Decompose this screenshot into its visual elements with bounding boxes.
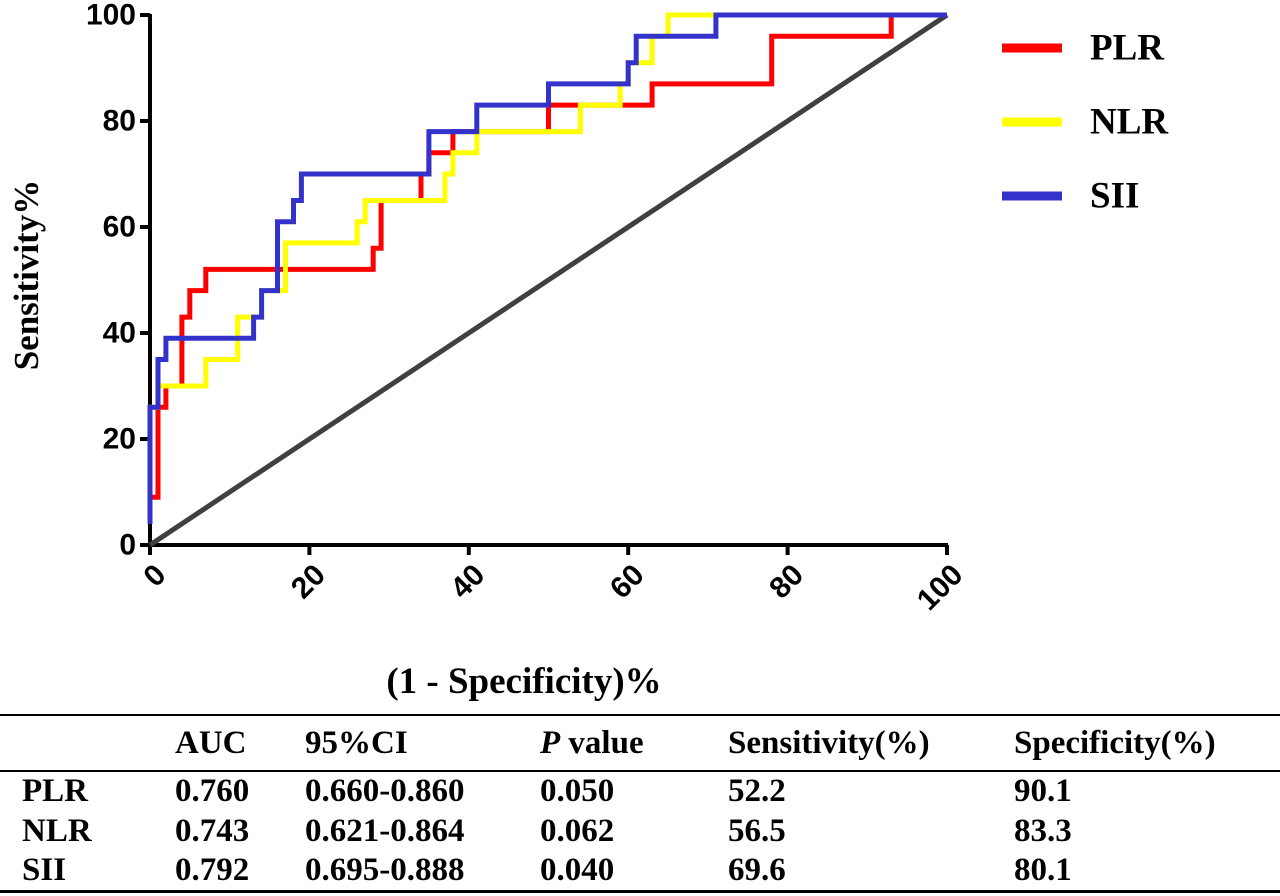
cell-auc: 0.792 [175,851,250,888]
legend-label-sii: SII [1090,176,1139,217]
cell-marker: PLR [22,773,88,809]
cell-specificity: 90.1 [1014,773,1072,809]
x-tick-label: 0 [137,558,172,593]
x-tick-label: 20 [285,558,332,605]
table-header-row: AUC 95%CI P value Sensitivity(%) Specifi… [0,715,1280,771]
header-p-value: P value [540,715,728,771]
cell-specificity: 80.1 [1014,851,1072,888]
x-tick-label: 60 [604,558,651,605]
y-axis-label: Sensitivity% [7,180,46,371]
y-tick-labels: 0 20 40 60 80 100 [86,0,136,562]
header-auc: AUC [175,724,247,761]
y-tick-label: 20 [103,423,136,456]
y-tick-label: 0 [119,529,136,562]
y-tick-label: 100 [86,0,136,32]
cell-ci: 0.695-0.888 [305,851,465,888]
y-tick-label: 60 [103,211,136,244]
cell-p: 0.040 [540,851,615,888]
cell-ci: 0.660-0.860 [305,773,465,809]
p-value-word: value [568,724,644,761]
table-row: PLR 0.760 0.660-0.860 0.050 52.2 90.1 [0,771,1280,811]
reference-line-group [148,12,949,548]
x-axis-label: (1 - Specificity)% [386,661,661,702]
cell-auc: 0.760 [175,773,250,809]
x-tick-label: 100 [911,558,970,617]
x-tick-label: 40 [444,558,491,605]
y-tick-label: 80 [103,105,136,138]
cell-sensitivity: 52.2 [728,773,786,809]
reference-diagonal-line [148,12,949,548]
chart-legend: PLR NLR SII [1002,28,1169,217]
table-row: SII 0.792 0.695-0.888 0.040 69.6 80.1 [0,851,1280,891]
legend-label-nlr: NLR [1090,102,1169,143]
header-blank [0,715,175,771]
cell-auc: 0.743 [175,812,250,849]
cell-ci: 0.621-0.864 [305,812,465,849]
auc-statistics-table: AUC 95%CI P value Sensitivity(%) Specifi… [0,714,1280,893]
cell-marker: NLR [22,812,92,849]
cell-p: 0.050 [540,773,615,809]
series-lines [147,12,947,524]
header-ci: 95%CI [305,724,408,761]
x-tick-label: 80 [763,558,810,605]
cell-sensitivity: 56.5 [728,812,786,849]
series-line-sii [147,12,947,524]
p-symbol: P [540,724,561,761]
legend-label-plr: PLR [1090,28,1165,69]
y-tick-label: 40 [103,317,136,350]
header-specificity: Specificity(%) [1014,724,1216,761]
x-tick-labels: 0 20 40 60 80 100 [137,558,969,617]
cell-specificity: 83.3 [1014,812,1072,849]
cell-sensitivity: 69.6 [728,851,786,888]
cell-p: 0.062 [540,812,615,849]
table-row: NLR 0.743 0.621-0.864 0.062 56.5 83.3 [0,811,1280,851]
roc-chart: 0 20 40 60 80 100 0 20 40 60 80 100 PLR NLR SII (1 -… [7,0,1169,702]
cell-marker: SII [22,851,67,888]
header-sensitivity: Sensitivity(%) [728,724,930,761]
